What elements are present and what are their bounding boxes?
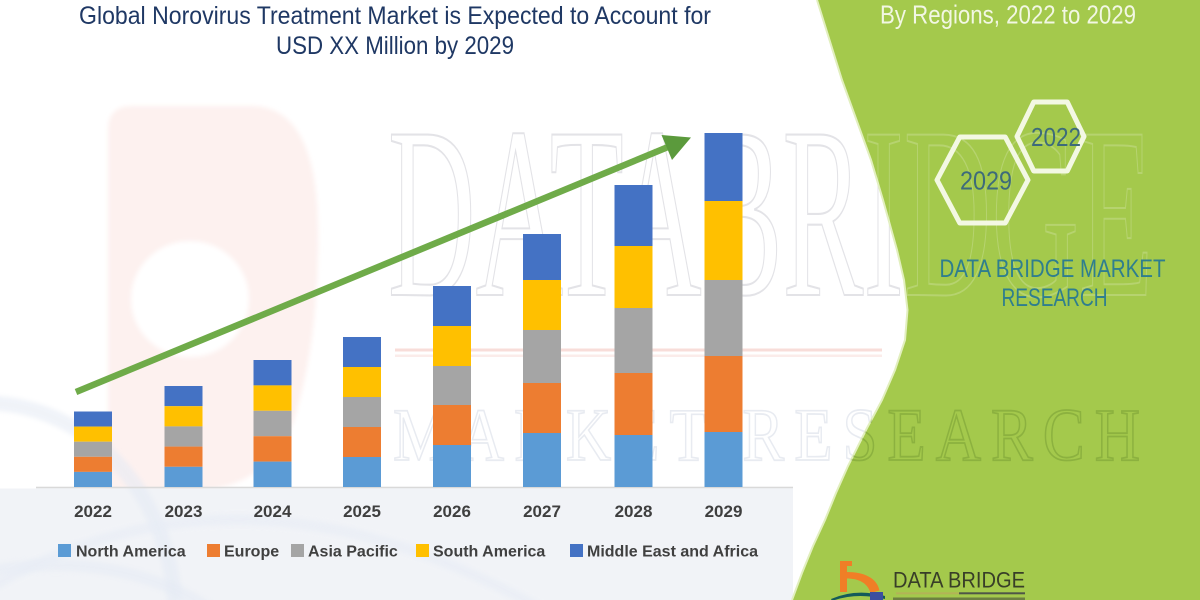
svg-text:DATA BRIDGE MARKET: DATA BRIDGE MARKET bbox=[940, 255, 1166, 283]
svg-text:2025: 2025 bbox=[343, 502, 381, 521]
svg-text:Global Norovirus Treatment Mar: Global Norovirus Treatment Market is Exp… bbox=[79, 2, 711, 30]
svg-text:2026: 2026 bbox=[433, 502, 471, 521]
svg-text:USD XX Million by 2029: USD XX Million by 2029 bbox=[276, 32, 514, 60]
svg-text:By Regions, 2022 to 2029: By Regions, 2022 to 2029 bbox=[880, 0, 1136, 30]
svg-text:Europe: Europe bbox=[224, 544, 279, 561]
svg-text:2024: 2024 bbox=[254, 502, 292, 521]
svg-text:2027: 2027 bbox=[523, 502, 561, 521]
svg-text:North America: North America bbox=[76, 544, 186, 561]
svg-text:RESEARCH: RESEARCH bbox=[1002, 284, 1108, 312]
svg-text:2029: 2029 bbox=[705, 502, 743, 521]
svg-text:2022: 2022 bbox=[74, 502, 112, 521]
svg-text:2029: 2029 bbox=[960, 166, 1012, 196]
svg-text:Asia Pacific: Asia Pacific bbox=[308, 544, 398, 561]
svg-text:South America: South America bbox=[433, 544, 545, 561]
svg-text:DATA BRIDGE: DATA BRIDGE bbox=[893, 568, 1025, 593]
svg-text:2028: 2028 bbox=[615, 502, 653, 521]
svg-text:2022: 2022 bbox=[1031, 122, 1081, 152]
svg-text:2023: 2023 bbox=[165, 502, 203, 521]
svg-text:Middle East and Africa: Middle East and Africa bbox=[587, 544, 758, 561]
